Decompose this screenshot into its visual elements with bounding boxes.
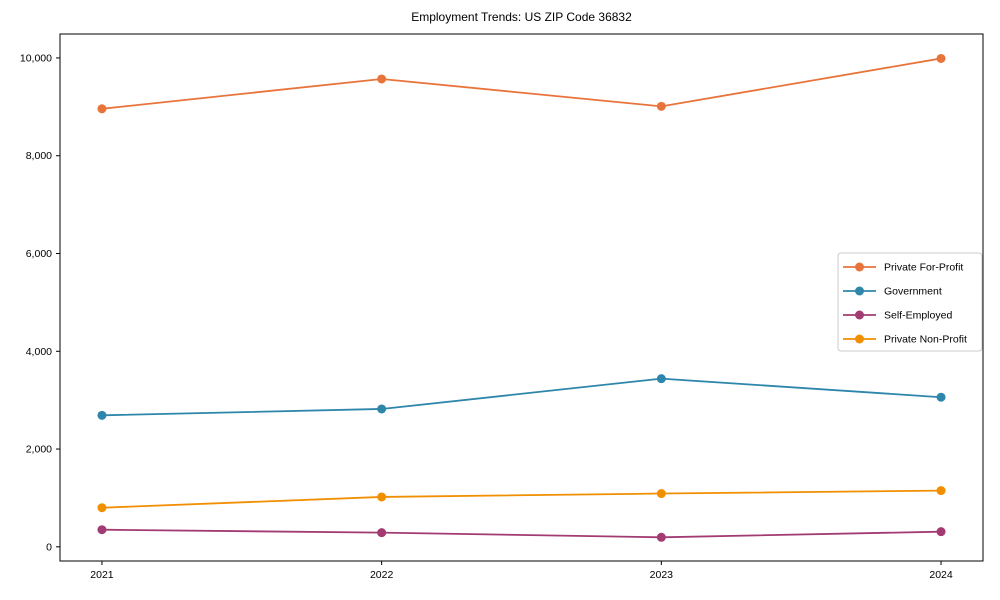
plot-frame — [59, 33, 984, 562]
legend-box — [837, 252, 983, 352]
series-marker — [377, 492, 387, 502]
series-marker — [936, 486, 946, 496]
series-marker — [97, 104, 107, 114]
series-marker — [377, 404, 387, 414]
series-line — [101, 489, 942, 509]
series-line — [101, 528, 942, 539]
series-marker — [377, 74, 387, 84]
series-marker — [97, 525, 107, 535]
y-axis-tick-label: 0 — [46, 541, 52, 553]
legend-marker — [855, 334, 864, 344]
series-marker — [656, 101, 666, 111]
legend-marker — [855, 262, 864, 272]
y-axis-tick-label: 6,000 — [26, 248, 52, 260]
series-marker — [97, 503, 107, 513]
x-axis-tick-label: 2022 — [370, 569, 394, 581]
series-line — [101, 377, 942, 417]
x-axis-tick-label: 2023 — [650, 569, 674, 581]
legend-marker — [855, 310, 864, 320]
y-axis-tick-label: 8,000 — [26, 150, 52, 162]
series-marker — [656, 374, 666, 384]
x-axis-tick-label: 2021 — [90, 569, 114, 581]
legend-marker — [855, 286, 864, 296]
legend-item-label: Private Non-Profit — [884, 334, 967, 346]
series-marker — [656, 489, 666, 499]
y-axis-tick-label: 2,000 — [26, 444, 52, 456]
y-axis-tick-label: 4,000 — [26, 346, 52, 358]
legend-item-label: Private For-Profit — [884, 262, 963, 274]
y-axis-tick-label: 10,000 — [20, 52, 52, 64]
series-marker — [936, 527, 946, 537]
series-marker — [656, 532, 666, 542]
series-line — [101, 57, 942, 110]
chart-title: Employment Trends: US ZIP Code 36832 — [411, 10, 632, 24]
series-marker — [97, 410, 107, 420]
series-marker — [377, 528, 387, 538]
legend-item-label: Government — [884, 286, 942, 298]
series-marker — [936, 392, 946, 402]
legend-item-label: Self-Employed — [884, 310, 952, 322]
x-axis-tick-label: 2024 — [929, 569, 953, 581]
series-marker — [936, 53, 946, 63]
